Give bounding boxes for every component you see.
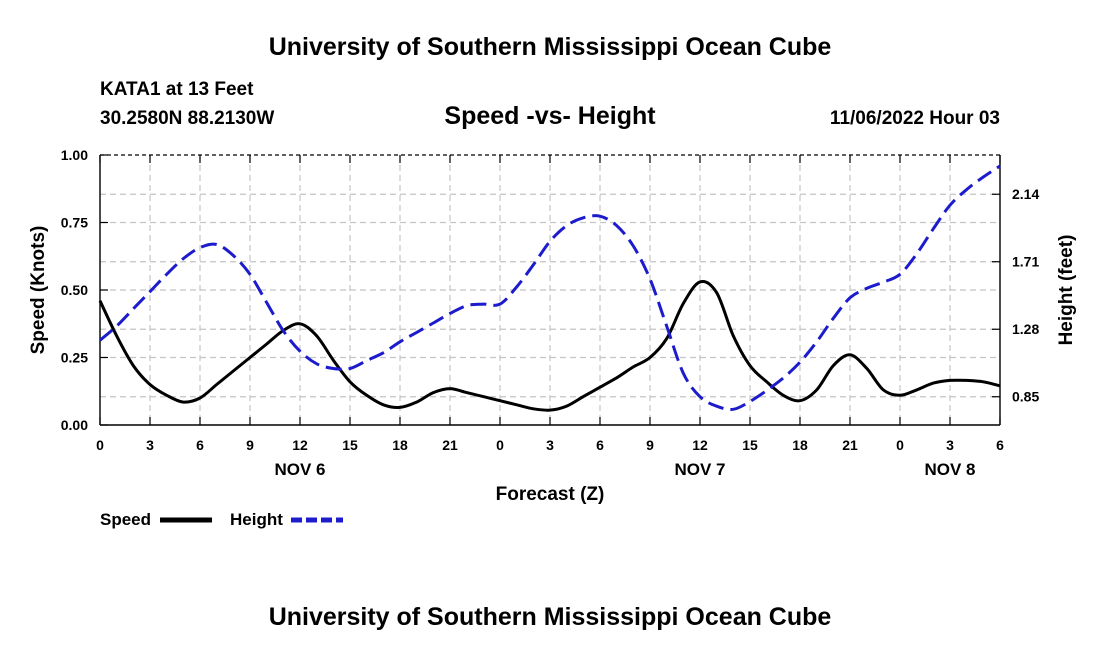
y-axis-title: Speed (Knots) bbox=[28, 226, 49, 355]
date-label: NOV 8 bbox=[924, 460, 975, 479]
y2-tick-label: 2.14 bbox=[1012, 186, 1039, 202]
y2-tick-label: 1.71 bbox=[1012, 254, 1039, 270]
y2-tick-label: 0.85 bbox=[1012, 389, 1039, 405]
y-tick-label: 0.00 bbox=[61, 417, 88, 433]
x-tick-label: 6 bbox=[596, 437, 604, 453]
x-tick-label: 0 bbox=[896, 437, 904, 453]
x-tick-label: 0 bbox=[496, 437, 504, 453]
x-tick-label: 9 bbox=[246, 437, 254, 453]
x-tick-label: 21 bbox=[842, 437, 858, 453]
x-tick-label: 18 bbox=[792, 437, 808, 453]
footer-title: University of Southern Mississippi Ocean… bbox=[269, 603, 832, 631]
forecast-datetime: 11/06/2022 Hour 03 bbox=[830, 108, 1000, 129]
x-tick-label: 6 bbox=[196, 437, 204, 453]
y-tick-label: 0.75 bbox=[61, 215, 88, 231]
x-tick-label: 3 bbox=[546, 437, 554, 453]
date-label: NOV 6 bbox=[274, 460, 325, 479]
legend-speed-label: Speed bbox=[100, 510, 151, 529]
axes bbox=[99, 154, 1001, 426]
chart-subtitle: Speed -vs- Height bbox=[444, 102, 656, 130]
x-tick-label: 3 bbox=[946, 437, 954, 453]
y2-axis-title: Height (feet) bbox=[1056, 235, 1077, 346]
x-tick-label: 0 bbox=[96, 437, 104, 453]
x-tick-label: 18 bbox=[392, 437, 408, 453]
x-tick-label: 15 bbox=[342, 437, 358, 453]
legend-height-label: Height bbox=[230, 510, 283, 529]
y-tick-label: 0.50 bbox=[61, 282, 88, 298]
series-line-speed bbox=[98, 279, 1001, 412]
series-lines bbox=[98, 164, 1001, 412]
station-coords: 30.2580N 88.2130W bbox=[100, 108, 274, 129]
x-tick-label: 21 bbox=[442, 437, 458, 453]
series-line-height bbox=[99, 164, 1001, 411]
y-tick-label: 1.00 bbox=[61, 147, 88, 163]
date-label: NOV 7 bbox=[674, 460, 725, 479]
x-tick-label: 12 bbox=[292, 437, 308, 453]
y2-tick-label: 1.28 bbox=[1012, 321, 1039, 337]
station-label: KATA1 at 13 Feet bbox=[100, 79, 254, 100]
x-tick-label: 12 bbox=[692, 437, 708, 453]
x-tick-label: 9 bbox=[646, 437, 654, 453]
x-tick-label: 6 bbox=[996, 437, 1004, 453]
x-axis-title: Forecast (Z) bbox=[496, 484, 605, 505]
legend: Speed Height bbox=[100, 510, 343, 529]
x-tick-label: 3 bbox=[146, 437, 154, 453]
grid-lines bbox=[100, 155, 1000, 425]
page-title: University of Southern Mississippi Ocean… bbox=[269, 33, 832, 61]
y-tick-label: 0.25 bbox=[61, 350, 88, 366]
x-tick-label: 15 bbox=[742, 437, 758, 453]
tick-labels: 0 3 6 9 12 15 18 21 0 3 6 9 12 15 18 21 0 3 6 0.00 0.25 0.50 0… bbox=[61, 147, 1040, 479]
